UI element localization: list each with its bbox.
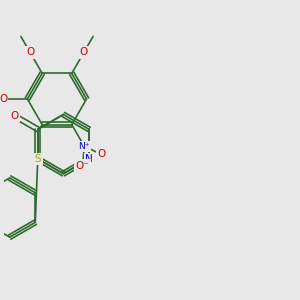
Text: O: O xyxy=(80,47,88,57)
Text: O⁻: O⁻ xyxy=(76,160,89,170)
Text: O: O xyxy=(26,47,34,57)
Text: N: N xyxy=(85,154,93,164)
Text: O: O xyxy=(98,149,106,160)
Text: O: O xyxy=(0,94,7,104)
Text: S: S xyxy=(34,154,41,164)
Text: N: N xyxy=(34,154,42,164)
Text: N⁺: N⁺ xyxy=(79,142,90,151)
Text: O: O xyxy=(11,111,19,121)
